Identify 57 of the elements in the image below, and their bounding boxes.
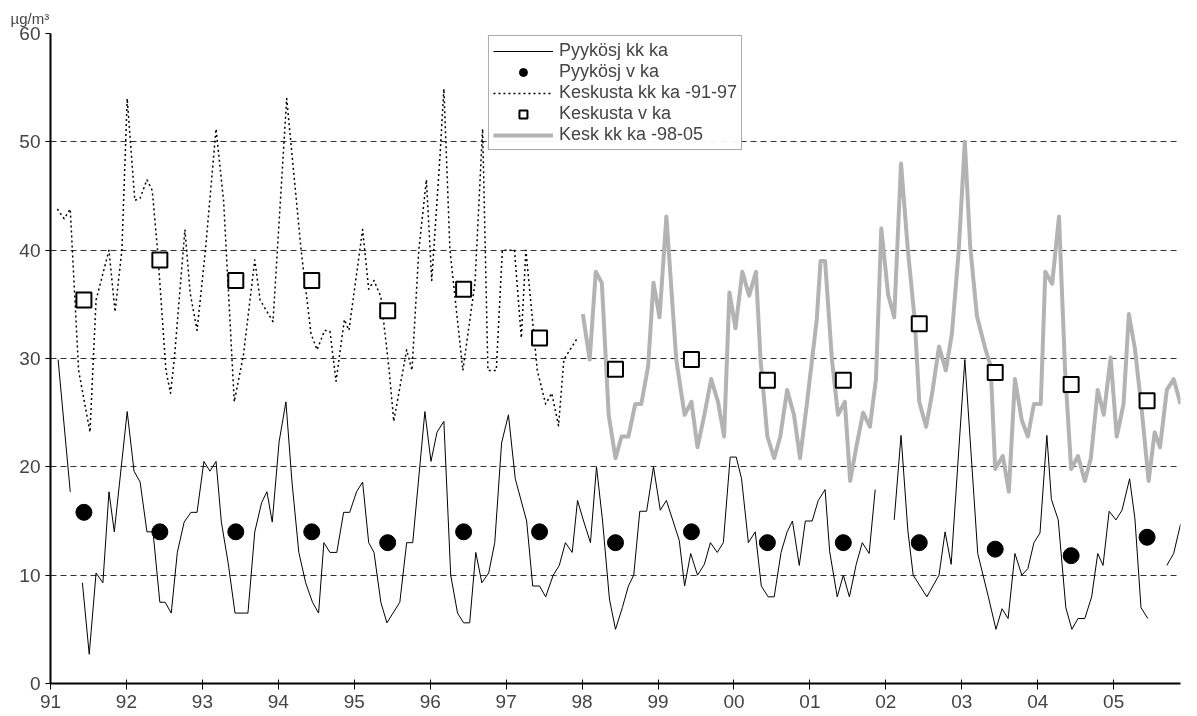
x-tick-label: 03 xyxy=(951,690,973,712)
x-tick-label: 94 xyxy=(267,690,290,712)
point xyxy=(227,272,245,289)
legend-label: Keskusta kk ka -91-97 xyxy=(558,82,738,103)
x-tick-label: 98 xyxy=(571,690,593,712)
point xyxy=(682,351,700,369)
x-tick-label: 97 xyxy=(495,690,517,712)
point xyxy=(1062,547,1080,565)
point xyxy=(1138,392,1156,410)
point xyxy=(1138,528,1156,546)
x-tick-label: 99 xyxy=(647,690,669,712)
point xyxy=(910,534,928,552)
x-tick-label: 04 xyxy=(1027,690,1049,712)
x-tick-label: 00 xyxy=(723,690,745,712)
x-tick-label: 01 xyxy=(799,690,821,712)
y-tick-label: 0 xyxy=(29,673,41,694)
point xyxy=(758,371,776,389)
point xyxy=(531,329,549,347)
line-series xyxy=(580,139,1181,494)
point xyxy=(758,534,776,552)
point xyxy=(303,272,321,289)
y-tick-label: 20 xyxy=(19,456,41,478)
point xyxy=(303,523,321,541)
y-tick-label: 40 xyxy=(19,239,41,261)
point xyxy=(455,523,473,541)
legend-label: Keskusta v ka xyxy=(558,103,672,124)
x-tick-label: 02 xyxy=(875,690,897,712)
x-tick-label: 96 xyxy=(419,690,441,712)
point xyxy=(834,371,852,389)
y-tick-label: 10 xyxy=(19,564,41,586)
point xyxy=(227,523,245,541)
x-tick-label: 93 xyxy=(191,690,213,712)
point xyxy=(986,364,1004,382)
point xyxy=(531,523,549,541)
point xyxy=(379,534,397,552)
x-tick-label: 92 xyxy=(115,690,138,712)
point xyxy=(75,291,93,309)
legend-label: Pyykösj kk ka xyxy=(558,40,668,61)
point xyxy=(910,315,928,333)
point xyxy=(151,523,169,541)
point xyxy=(1062,376,1080,393)
point xyxy=(379,302,397,320)
point xyxy=(455,280,473,298)
y-tick-label: 30 xyxy=(19,348,41,369)
point xyxy=(607,534,624,552)
point xyxy=(151,251,169,269)
point xyxy=(75,503,93,521)
x-tick-label: 91 xyxy=(39,690,62,712)
point xyxy=(986,540,1004,558)
legend-label: Kesk kk ka -98-05 xyxy=(558,124,704,145)
y-tick-label: 50 xyxy=(19,131,41,153)
point xyxy=(682,523,700,541)
point xyxy=(834,534,852,552)
x-tick-label: 05 xyxy=(1103,690,1125,712)
point xyxy=(607,360,624,378)
x-tick-label: 95 xyxy=(343,690,365,712)
legend-label: Pyykösj v ka xyxy=(558,61,659,82)
